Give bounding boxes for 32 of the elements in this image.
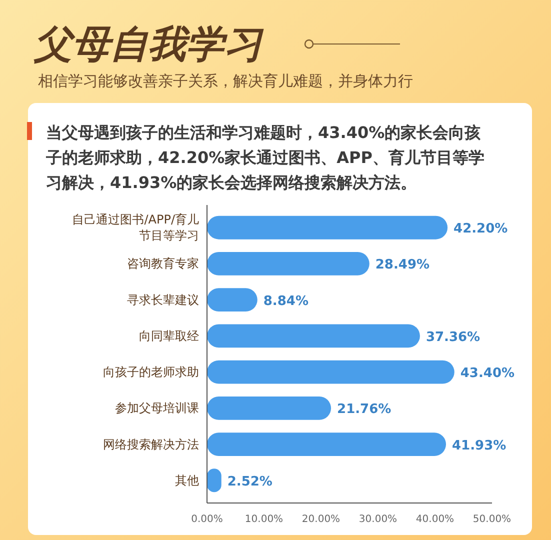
text: 当父母遇到孩子的生活和学习难题时，43.40%的家长会向孩子的老师求助，42.20%家长通过图书、APP、育儿节目等学习解决，41.93%的家长会选择网络搜索解决方法。 — [45, 123, 484, 192]
chart-subtitle: 相信学习能够改善亲子关系，解决育儿难题，并身体力行 — [38, 72, 413, 90]
bar — [207, 288, 258, 312]
x-tick-label: 30.00% — [358, 514, 398, 525]
chart-title: 父母自我学习 — [33, 22, 264, 66]
bar — [207, 432, 446, 456]
data-label: 42.20% — [454, 222, 508, 237]
data-label: 37.36% — [426, 330, 480, 345]
data-label: 21.76% — [337, 402, 392, 418]
bar — [207, 396, 332, 420]
y-tick-label: 自己通过图书/APP/育儿节目等学习 — [72, 212, 199, 243]
y-tick-label: 其他 — [175, 473, 199, 488]
y-tick-label: 咨询教育专家 — [127, 256, 199, 271]
data-label: 8.84% — [263, 294, 308, 309]
data-label: 41.93% — [452, 438, 506, 454]
y-tick-label: 寻求长辈建议 — [127, 292, 199, 307]
x-tick-label: 10.00% — [244, 514, 284, 525]
bar — [207, 360, 454, 384]
data-label: 28.49% — [375, 258, 430, 273]
x-tick-label: 40.00% — [416, 514, 454, 525]
x-tick-label: 20.00% — [302, 514, 340, 525]
y-tick-label: 参加父母培训课 — [115, 401, 199, 416]
bar — [207, 324, 420, 348]
x-tick-label: 0.00% — [191, 514, 223, 525]
data-label: 2.52% — [227, 474, 272, 490]
bar — [207, 252, 370, 276]
y-tick-label: 向同辈取经 — [139, 328, 199, 343]
x-tick-label: 50.00% — [472, 514, 512, 525]
data-label: 43.40% — [460, 366, 515, 382]
y-tick-label: 向孩子的老师求助 — [103, 365, 199, 380]
bar — [207, 216, 448, 240]
y-tick-label: 网络搜索解决方法 — [103, 437, 199, 452]
